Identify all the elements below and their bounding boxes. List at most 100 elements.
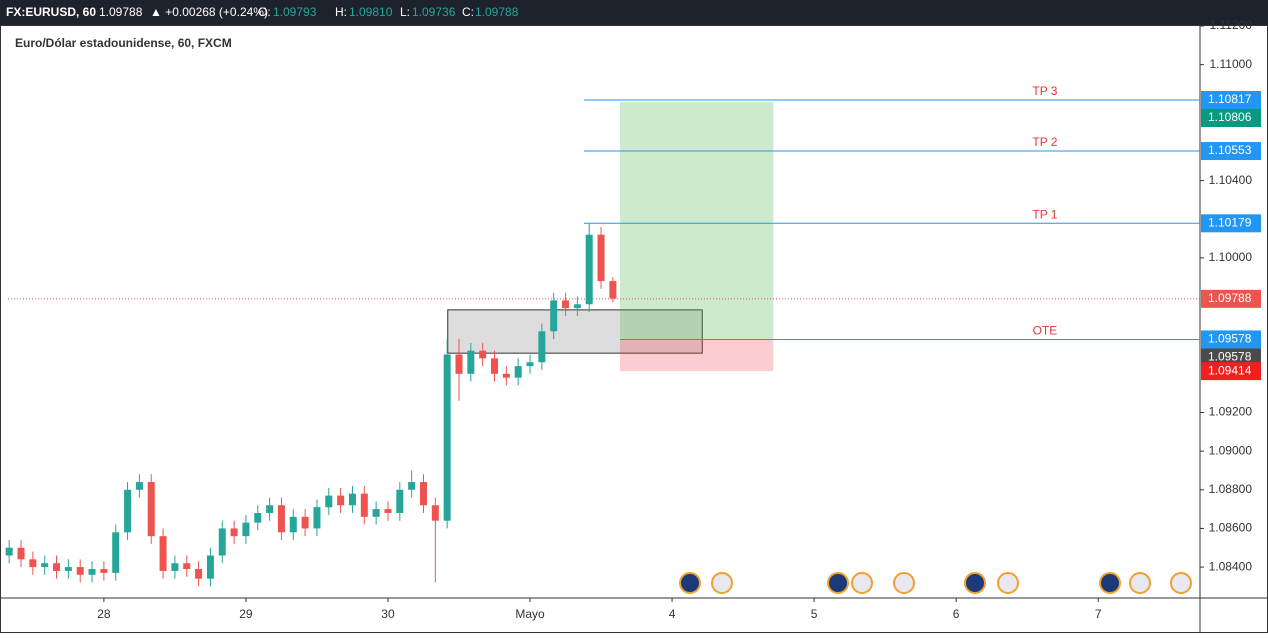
candle-body xyxy=(360,493,368,517)
candle-body xyxy=(100,569,108,573)
y-tick-label: 1.11000 xyxy=(1210,57,1253,71)
candle-body xyxy=(538,331,546,363)
level-label: TP 3 xyxy=(1032,84,1057,98)
price-label: 1.10179 xyxy=(1208,215,1252,229)
price-label: 1.09414 xyxy=(1208,363,1252,377)
candle-body xyxy=(159,536,167,571)
plot: TP 3 TP 2 TP 1 OTE xyxy=(5,84,1200,587)
price-label-bg xyxy=(1201,362,1261,381)
candle-body xyxy=(479,350,487,359)
candle-body xyxy=(301,516,309,529)
candle-body xyxy=(573,304,581,309)
level-label: TP 1 xyxy=(1032,207,1057,221)
level-label: TP 2 xyxy=(1032,135,1057,149)
event-icon xyxy=(679,572,701,594)
price-label-bg xyxy=(1201,348,1261,367)
candle-body xyxy=(455,354,463,374)
candle-body xyxy=(348,493,356,506)
x-tick-label: 28 xyxy=(97,607,111,621)
profit-zone xyxy=(619,102,774,340)
price-label: 1.09788 xyxy=(1208,291,1252,305)
candle-body xyxy=(64,567,72,571)
o-label: O: xyxy=(258,5,271,19)
y-tick-label: 1.09000 xyxy=(1209,443,1253,457)
candle-body xyxy=(585,234,593,305)
price-label: 1.10553 xyxy=(1208,143,1252,157)
candle-body xyxy=(384,509,392,513)
y-tick-label: 1.08400 xyxy=(1209,559,1253,573)
price-label-bg xyxy=(1201,91,1261,110)
candle-body xyxy=(313,507,321,529)
candle-body xyxy=(53,563,61,571)
candle-body xyxy=(195,569,203,579)
y-tick-label: 1.08600 xyxy=(1209,521,1253,535)
price-label: 1.10806 xyxy=(1208,110,1252,124)
candle-body xyxy=(76,567,84,575)
event-icon xyxy=(997,572,1019,594)
candle-body xyxy=(337,495,345,506)
event-icon xyxy=(827,572,849,594)
candle-body xyxy=(147,482,155,537)
y-tick-label: 1.08800 xyxy=(1209,482,1253,496)
price-label-bg xyxy=(1201,214,1261,233)
candle-body xyxy=(408,482,416,490)
loss-zone xyxy=(619,339,774,372)
candle-body xyxy=(112,532,120,573)
candle-body xyxy=(396,489,404,513)
candle-body xyxy=(171,563,179,571)
candle-body xyxy=(597,234,605,282)
events xyxy=(679,572,1192,594)
symbol: FX:EURUSD, 60 xyxy=(6,5,96,19)
candle-body xyxy=(230,528,238,537)
event-icon xyxy=(893,572,915,594)
event-icon xyxy=(1129,572,1151,594)
candle-body xyxy=(254,512,262,523)
y-tick-label: 1.10400 xyxy=(1209,173,1253,187)
candle-body xyxy=(419,482,427,506)
y-tick-label: 1.11200 xyxy=(1210,18,1253,32)
event-icon xyxy=(964,572,986,594)
last-price: 1.09788 xyxy=(99,5,143,19)
y-tick-label: 1.09200 xyxy=(1209,405,1253,419)
x-tick-label: 4 xyxy=(669,607,676,621)
y-tick-label: 1.10000 xyxy=(1209,250,1253,264)
candle-body xyxy=(562,300,570,309)
candle-body xyxy=(325,495,333,508)
candle-body xyxy=(17,547,25,560)
candle-body xyxy=(277,505,285,533)
h-value: 1.09810 xyxy=(349,5,393,19)
candle-body xyxy=(29,559,37,568)
candle-body xyxy=(514,366,522,378)
price-label: 1.10817 xyxy=(1208,92,1252,106)
x-tick-label: Mayo xyxy=(515,607,545,621)
candle-body xyxy=(206,555,214,579)
candle-body xyxy=(289,516,297,533)
candle-body xyxy=(5,547,13,556)
candle-body xyxy=(41,563,49,568)
candle-body xyxy=(88,569,96,575)
candle-body xyxy=(526,362,534,367)
candle-body xyxy=(502,373,510,378)
change: ▲ +0.00268 (+0.24%) xyxy=(150,5,268,19)
x-tick-label: 5 xyxy=(811,607,818,621)
candle-body xyxy=(135,482,143,490)
candle-body xyxy=(124,489,132,533)
x-tick-label: 6 xyxy=(953,607,960,621)
price-label-bg xyxy=(1201,289,1261,308)
candle-body xyxy=(183,563,191,570)
c-value: 1.09788 xyxy=(475,5,519,19)
price-label-bg xyxy=(1201,142,1261,161)
x-tick-label: 29 xyxy=(239,607,253,621)
price-label-bg xyxy=(1201,109,1261,128)
level-label: OTE xyxy=(1033,324,1058,338)
event-icon xyxy=(851,572,873,594)
candle-body xyxy=(609,281,617,299)
candle-body xyxy=(242,522,250,537)
chart-title: Euro/Dólar estadounidense, 60, FXCM xyxy=(15,36,232,50)
candle-body xyxy=(431,505,439,521)
header-bar xyxy=(0,0,1268,25)
candle-body xyxy=(467,350,475,374)
candle-body xyxy=(443,354,451,521)
x-tick-label: 30 xyxy=(381,607,395,621)
